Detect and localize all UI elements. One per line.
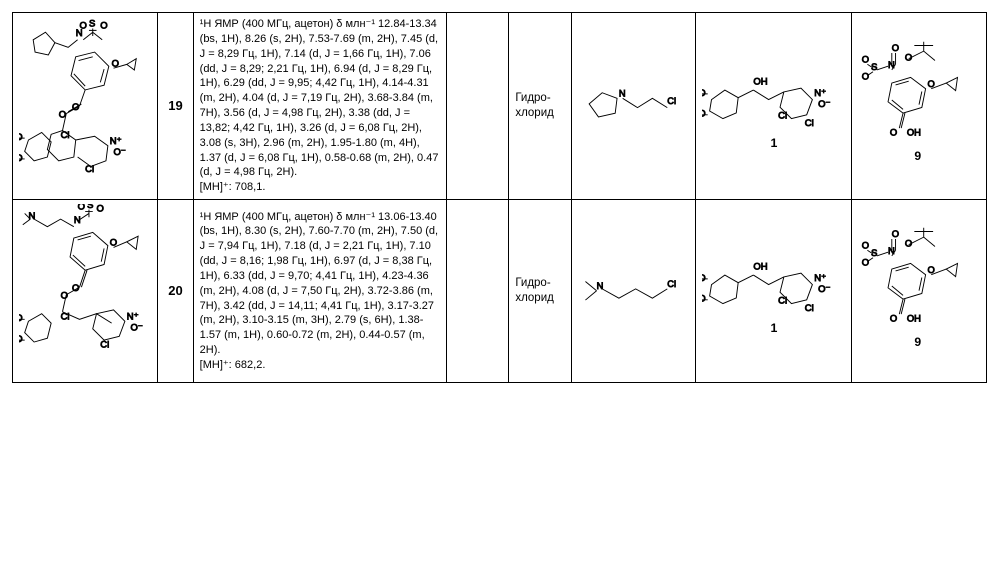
svg-text:N⁺: N⁺ [127, 311, 139, 322]
svg-text:Cl: Cl [778, 295, 787, 306]
svg-text:Cl: Cl [805, 303, 814, 314]
svg-text:O: O [862, 72, 869, 82]
svg-text:O: O [892, 229, 899, 239]
svg-text:OH: OH [754, 261, 768, 272]
svg-text:O: O [19, 334, 23, 345]
svg-text:O: O [78, 204, 85, 213]
svg-text:Cl: Cl [100, 340, 109, 351]
svg-text:O: O [862, 240, 869, 250]
svg-text:O: O [890, 128, 897, 138]
structure-svg-main: N N S O O O O [19, 204, 151, 374]
svg-text:O: O [702, 87, 706, 98]
nmr-cell: ¹H ЯМР (400 МГц, ацетон) δ млн⁻¹ 13.06-1… [193, 200, 446, 383]
svg-text:O: O [890, 313, 897, 323]
svg-text:Cl: Cl [667, 96, 676, 106]
svg-text:N: N [888, 246, 895, 256]
alcohol-svg: O O OH N⁺ O⁻ Cl Cl 1 [702, 237, 845, 342]
table-row: N N S O O O O [13, 200, 987, 383]
svg-text:N: N [28, 211, 35, 222]
compound-number: 20 [158, 200, 193, 383]
svg-text:O⁻: O⁻ [818, 284, 830, 295]
alcohol-cell: O O OH N⁺ O⁻ Cl Cl 1 [696, 13, 852, 200]
svg-text:O: O [61, 291, 68, 302]
svg-text:N⁺: N⁺ [814, 273, 826, 284]
svg-text:OH: OH [907, 313, 921, 323]
salt-cell: Гидро- хлорид [509, 200, 571, 383]
acid-svg: O O S O O N O O OH [858, 224, 980, 355]
svg-text:O⁻: O⁻ [818, 99, 830, 110]
svg-text:S: S [89, 19, 95, 30]
alcohol-svg: O O OH N⁺ O⁻ Cl Cl 1 [702, 52, 845, 157]
svg-text:O: O [702, 108, 706, 119]
ms-text: [MH]⁺: 708,1. [200, 181, 266, 193]
svg-text:O: O [702, 273, 706, 284]
svg-text:OH: OH [907, 128, 921, 138]
svg-text:O: O [80, 20, 87, 31]
svg-text:N: N [74, 215, 81, 226]
reagent-9-label: 9 [914, 149, 921, 163]
nmr-cell: ¹H ЯМР (400 МГц, ацетон) δ млн⁻¹ 12.84-1… [193, 13, 446, 200]
nmr-text: ¹H ЯМР (400 МГц, ацетон) δ млн⁻¹ 12.84-1… [200, 18, 439, 178]
svg-text:O: O [892, 43, 899, 53]
svg-text:O: O [97, 204, 104, 215]
amine-cell: N Cl [571, 200, 696, 383]
svg-text:Cl: Cl [667, 279, 676, 289]
compound-number: 19 [158, 13, 193, 200]
nmr-text: ¹H ЯМР (400 МГц, ацетон) δ млн⁻¹ 13.06-1… [200, 211, 438, 357]
amine-svg: N Cl [578, 261, 690, 317]
alcohol-cell: O O OH N⁺ O⁻ Cl Cl 1 [696, 200, 852, 383]
ms-text: [MH]⁺: 682,2. [200, 359, 266, 371]
empty-cell [447, 13, 509, 200]
svg-text:Cl: Cl [805, 118, 814, 129]
reagent-1-label: 1 [771, 136, 778, 150]
svg-text:N⁺: N⁺ [110, 136, 122, 147]
acid-cell: O O S O O N O O OH [851, 200, 986, 383]
svg-text:OH: OH [754, 76, 768, 87]
svg-text:O⁻: O⁻ [131, 323, 143, 334]
svg-text:O: O [702, 294, 706, 305]
svg-text:S: S [87, 204, 93, 211]
svg-text:O: O [862, 257, 869, 267]
acid-svg: O O S O O N O [858, 38, 980, 169]
svg-text:Cl: Cl [61, 130, 70, 141]
empty-cell [447, 200, 509, 383]
svg-text:N: N [888, 60, 895, 70]
svg-text:O: O [19, 153, 23, 164]
svg-text:O: O [862, 55, 869, 65]
reagent-1-label: 1 [771, 321, 778, 335]
structure-cell: N S O O O O O [13, 13, 158, 200]
svg-text:O: O [19, 313, 23, 324]
amine-cell: N Cl [571, 13, 696, 200]
salt-cell: Гидро- хлорид [509, 13, 571, 200]
compound-table: N S O O O O O [12, 12, 987, 383]
svg-text:O⁻: O⁻ [114, 147, 126, 158]
reagent-9-label: 9 [914, 335, 921, 349]
svg-text:O: O [100, 20, 107, 31]
acid-cell: O O S O O N O [851, 13, 986, 200]
svg-text:Cl: Cl [778, 110, 787, 121]
svg-text:O: O [19, 132, 23, 143]
amine-svg: N Cl [578, 76, 690, 132]
svg-text:N: N [619, 89, 626, 99]
table-row: N S O O O O O [13, 13, 987, 200]
svg-text:Cl: Cl [85, 164, 94, 175]
svg-text:N⁺: N⁺ [814, 87, 826, 98]
structure-cell: N N S O O O O [13, 200, 158, 383]
structure-svg-main: N S O O O O O [19, 19, 151, 189]
